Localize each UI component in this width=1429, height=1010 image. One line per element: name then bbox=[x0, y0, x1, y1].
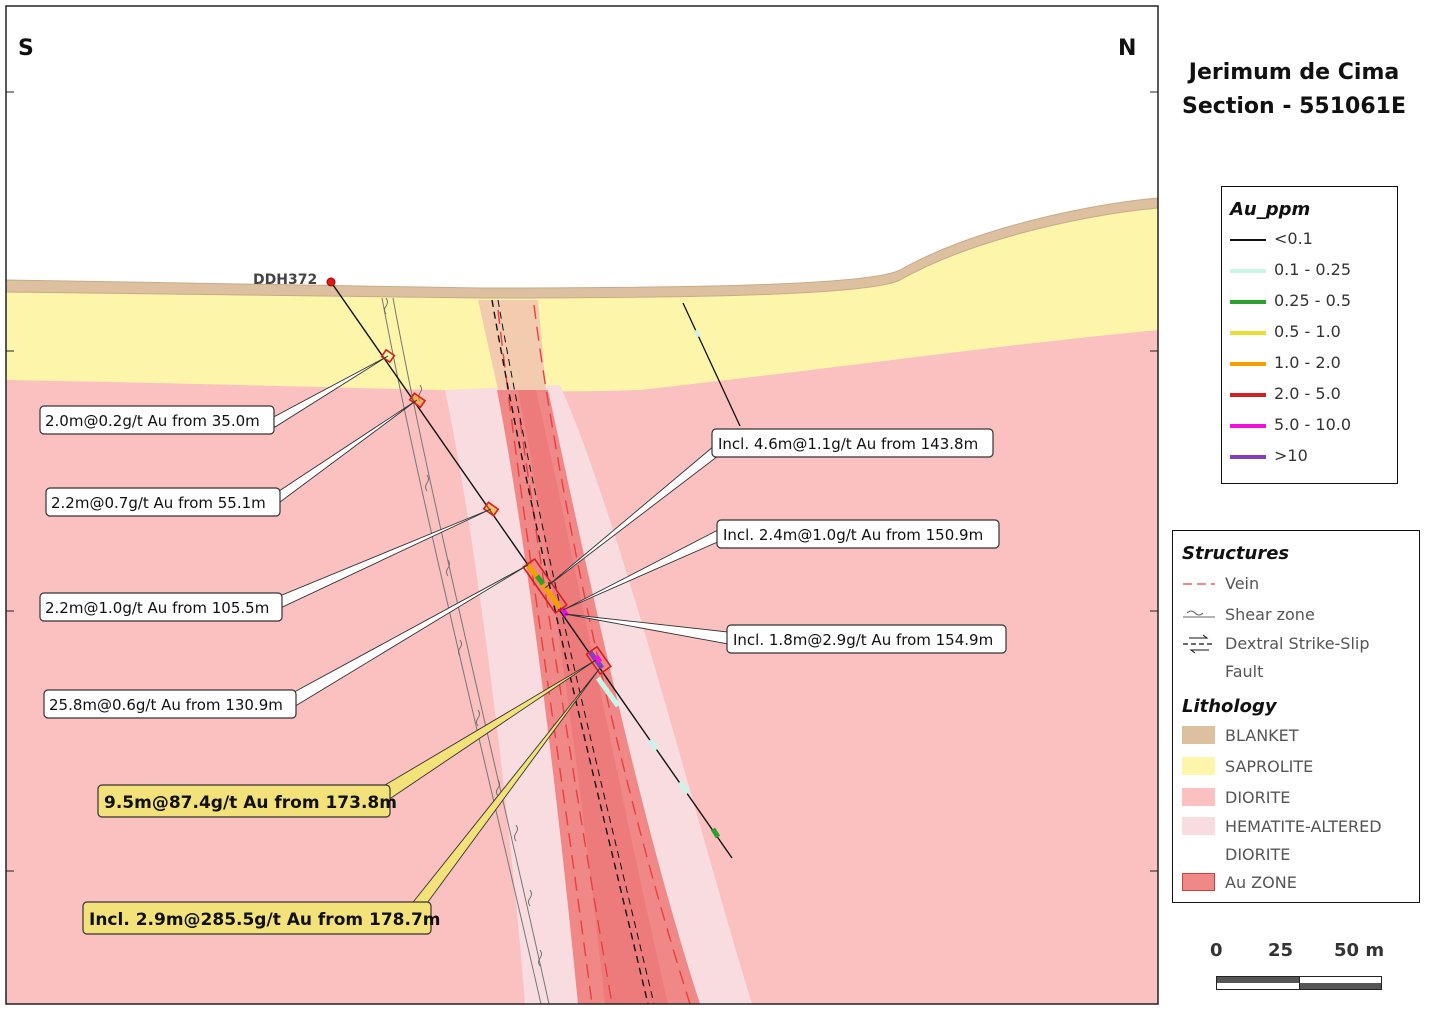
svg-text:25.8m@0.6g/t Au from 130.9m: 25.8m@0.6g/t Au from 130.9m bbox=[49, 696, 283, 714]
au-swatch-025-05 bbox=[1230, 300, 1266, 304]
scale-tick-50: 50 m bbox=[1334, 940, 1385, 961]
hematite-swatch bbox=[1182, 817, 1215, 835]
structures-title: Structures bbox=[1182, 543, 1290, 564]
au-swatch-50-100 bbox=[1230, 424, 1266, 428]
collar-marker bbox=[326, 277, 336, 287]
au-legend-item: 0.25 - 0.5 bbox=[1230, 290, 1390, 314]
au-swatch-20-50 bbox=[1230, 393, 1266, 397]
callout-1: 2.0m@0.2g/t Au from 35.0m bbox=[39, 405, 275, 435]
au-swatch-10-20 bbox=[1230, 362, 1266, 366]
shear-squiggles bbox=[384, 297, 542, 967]
structures-lithology-legend: Structures Vein Shear zone Dextral Strik… bbox=[1172, 530, 1420, 903]
au-legend-item: 0.5 - 1.0 bbox=[1230, 321, 1390, 345]
shear-zone-lines bbox=[381, 297, 550, 1005]
svg-text:9.5m@87.4g/t Au from 173.8m: 9.5m@87.4g/t Au from 173.8m bbox=[104, 793, 397, 813]
au-legend-item: 1.0 - 2.0 bbox=[1230, 352, 1390, 376]
veins bbox=[497, 304, 691, 1005]
svg-text:2.2m@1.0g/t Au from 105.5m: 2.2m@1.0g/t Au from 105.5m bbox=[45, 599, 269, 617]
saprolite-layer bbox=[6, 208, 1158, 392]
interval-boxes bbox=[380, 348, 612, 675]
callout-8: Incl. 2.4m@1.0g/t Au from 150.9m bbox=[716, 519, 1000, 549]
scale-graphic bbox=[1216, 976, 1382, 990]
callout-5-highlight: 9.5m@87.4g/t Au from 173.8m bbox=[97, 784, 397, 818]
scale-tick-25: 25 bbox=[1268, 940, 1294, 961]
lithology-title: Lithology bbox=[1182, 696, 1277, 717]
callout-4: 25.8m@0.6g/t Au from 130.9m bbox=[43, 689, 297, 719]
callout-leaders-highlight bbox=[379, 659, 601, 911]
au-legend-item: 0.1 - 0.25 bbox=[1230, 259, 1390, 283]
callout-7: Incl. 4.6m@1.1g/t Au from 143.8m bbox=[711, 428, 994, 458]
au-legend-item: 2.0 - 5.0 bbox=[1230, 383, 1390, 407]
sky-area bbox=[6, 6, 1158, 290]
saprolite-swatch bbox=[1182, 757, 1215, 775]
scale-bar: 0 25 50 m bbox=[1196, 940, 1396, 1000]
title-line-2: Section - 551061E bbox=[1182, 94, 1406, 119]
callout-leaders bbox=[267, 355, 729, 709]
title-line-1: Jerimum de Cima bbox=[1188, 60, 1400, 85]
au-legend-item: <0.1 bbox=[1230, 228, 1390, 252]
au-zone-saprolite bbox=[478, 300, 546, 390]
callout-2: 2.2m@0.7g/t Au from 55.1m bbox=[45, 487, 281, 517]
au-swatch-05-10 bbox=[1230, 331, 1266, 335]
diorite-swatch bbox=[1182, 788, 1215, 806]
au-legend-item: >10 bbox=[1230, 445, 1390, 469]
svg-text:2.0m@0.2g/t Au from 35.0m: 2.0m@0.2g/t Au from 35.0m bbox=[45, 412, 260, 430]
section-title: Jerimum de Cima Section - 551061E bbox=[1160, 56, 1428, 124]
au-zone-swatch bbox=[1182, 873, 1215, 891]
svg-text:Incl. 4.6m@1.1g/t Au from 143.: Incl. 4.6m@1.1g/t Au from 143.8m bbox=[718, 435, 978, 453]
drillhole-label: DDH372 bbox=[253, 272, 317, 288]
au-zone-core bbox=[518, 390, 668, 1004]
fault-icon bbox=[1183, 634, 1215, 654]
scale-tick-0: 0 bbox=[1210, 940, 1223, 961]
au-swatch-lt01 bbox=[1230, 239, 1266, 241]
fault-lines bbox=[491, 299, 655, 1005]
au-swatch-gt10 bbox=[1230, 455, 1266, 459]
callout-6-highlight: Incl. 2.9m@285.5g/t Au from 178.7m bbox=[82, 901, 441, 935]
svg-text:Incl. 2.4m@1.0g/t Au from 150.: Incl. 2.4m@1.0g/t Au from 150.9m bbox=[723, 526, 983, 544]
frame-ticks bbox=[6, 91, 1158, 872]
au-legend-title: Au_ppm bbox=[1230, 199, 1311, 220]
blanket-swatch bbox=[1182, 726, 1215, 744]
vein-icon bbox=[1183, 583, 1215, 585]
au-legend-item: 5.0 - 10.0 bbox=[1230, 414, 1390, 438]
map-frame bbox=[5, 5, 1159, 1005]
svg-text:2.2m@0.7g/t Au from 55.1m: 2.2m@0.7g/t Au from 55.1m bbox=[51, 494, 266, 512]
compass-north: N bbox=[1118, 36, 1136, 61]
compass-south: S bbox=[18, 36, 34, 61]
svg-text:Incl. 2.9m@285.5g/t Au from 17: Incl. 2.9m@285.5g/t Au from 178.7m bbox=[89, 910, 441, 930]
drill-trace-secondary bbox=[682, 302, 741, 427]
callout-3: 2.2m@1.0g/t Au from 105.5m bbox=[39, 592, 283, 622]
au-ppm-legend: Au_ppm <0.1 0.1 - 0.25 0.25 - 0.5 0.5 - … bbox=[1221, 186, 1398, 484]
au-swatch-01-025 bbox=[1230, 269, 1266, 273]
callout-9: Incl. 1.8m@2.9g/t Au from 154.9m bbox=[726, 624, 1007, 654]
shear-zone-icon bbox=[1183, 610, 1215, 618]
svg-text:Incl. 1.8m@2.9g/t Au from 154.: Incl. 1.8m@2.9g/t Au from 154.9m bbox=[733, 631, 993, 649]
